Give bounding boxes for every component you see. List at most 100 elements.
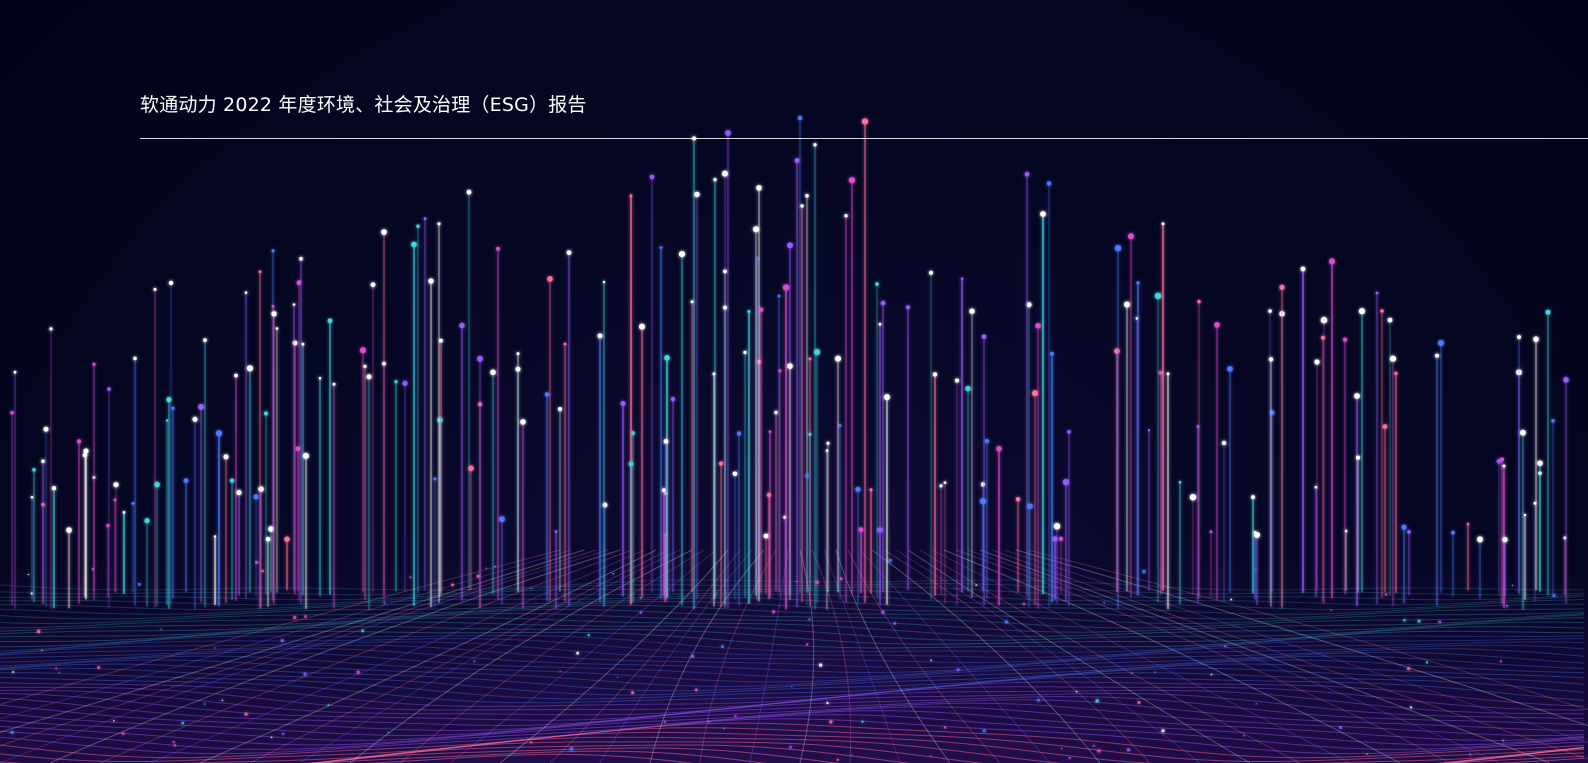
- light-spike-tip: [662, 488, 666, 493]
- light-spike-tip: [437, 417, 443, 423]
- floor-sparkle: [1330, 609, 1333, 612]
- floor-sparkle: [1425, 661, 1429, 664]
- light-spike-tip: [932, 372, 938, 377]
- floor-perspective-line: [967, 549, 1501, 763]
- light-spike-tip: [166, 396, 172, 403]
- floor-sparkle: [10, 730, 14, 735]
- floor-sparkle: [1407, 667, 1411, 671]
- light-spike-tip: [835, 355, 841, 362]
- floor-perspective-line: [0, 549, 597, 747]
- light-spike-tip: [1545, 309, 1551, 315]
- floor-sparkle: [612, 572, 615, 575]
- floor-sparkle: [808, 618, 811, 621]
- light-spike-tip: [490, 369, 496, 376]
- light-spike-tip: [153, 287, 157, 291]
- wave-line: [0, 626, 1585, 645]
- floor-sparkle: [36, 629, 41, 634]
- wave-line: [0, 699, 1585, 732]
- floor-perspective-line: [699, 549, 777, 763]
- light-spike-tip: [1502, 536, 1508, 543]
- floor-sparkle: [172, 740, 175, 744]
- light-spike-tip: [499, 516, 505, 523]
- floor-sparkle: [1384, 593, 1388, 596]
- floor-sparkle: [137, 582, 141, 586]
- floor-sparkle: [1068, 756, 1071, 760]
- floor-sparkle: [778, 605, 781, 607]
- light-spike-tip: [1502, 464, 1506, 468]
- light-spike-tip: [722, 170, 728, 177]
- light-spike-tip: [1517, 335, 1521, 340]
- light-spike-tip: [782, 284, 790, 291]
- report-title: 软通动力 2022 年度环境、社会及治理（ESG）报告: [140, 94, 587, 116]
- floor-sparkle: [58, 671, 61, 674]
- wave-lines: [0, 549, 1588, 763]
- floor-sparkle: [55, 667, 58, 670]
- light-spike-tip: [1221, 440, 1227, 446]
- light-spike-tip: [778, 369, 782, 373]
- light-spike-tip: [258, 486, 264, 492]
- light-spike-tip: [1387, 317, 1393, 323]
- light-spike-tip: [154, 481, 160, 488]
- light-spike-tip: [215, 430, 223, 437]
- floor-sparkle: [791, 686, 793, 688]
- floor-sparkle: [41, 649, 43, 652]
- wave-line: [0, 655, 1585, 683]
- light-spike-tip: [1026, 302, 1032, 308]
- light-spike-tip: [787, 363, 793, 369]
- floor-perspective-line: [749, 549, 789, 763]
- wave-line: [0, 672, 1585, 700]
- floor-sparkle: [1254, 569, 1257, 571]
- floor-perspective-line: [799, 549, 815, 763]
- floor-sparkle: [1154, 671, 1157, 674]
- light-spike-tip: [213, 535, 217, 538]
- light-spike-tip: [861, 118, 869, 125]
- floor-perspective-line: [823, 549, 901, 763]
- light-spike-tip: [30, 496, 34, 499]
- floor-perspective-line: [955, 549, 1451, 763]
- light-spike-tip: [1268, 357, 1274, 362]
- light-spike-tip: [468, 465, 474, 472]
- floor-sparkle: [1469, 753, 1472, 756]
- light-spike-tip: [466, 189, 472, 195]
- wave-line: [0, 681, 1585, 707]
- floor-sparkle: [829, 720, 833, 724]
- light-spike-tip: [1355, 455, 1361, 460]
- floor-sparkle: [944, 726, 947, 729]
- floor-sparkle: [723, 727, 725, 730]
- floor-sparkle: [569, 747, 574, 751]
- light-spike-tip: [712, 372, 716, 376]
- light-spike-tip: [639, 323, 645, 330]
- floor-sparkle: [663, 720, 666, 723]
- light-spike-tip: [299, 256, 303, 261]
- light-spike-tip: [1254, 532, 1260, 538]
- light-spike-tip: [794, 158, 800, 163]
- wave-line: [0, 641, 1585, 663]
- light-spike-tip: [649, 174, 655, 180]
- light-spike-tip: [1114, 244, 1122, 252]
- light-spike-tip: [318, 376, 322, 380]
- floor-sparkle: [1417, 619, 1421, 623]
- light-spike-tip: [996, 446, 1002, 452]
- light-spike-tip: [253, 494, 259, 500]
- header-divider: [140, 138, 1588, 139]
- light-spike-tip: [144, 518, 150, 524]
- floor-sparkle: [1438, 620, 1442, 624]
- light-spike-tip: [844, 214, 848, 218]
- wave-line: [0, 714, 1585, 750]
- floor-sparkle: [1255, 702, 1258, 705]
- light-spike-tip: [381, 229, 387, 236]
- floor-sparkle: [304, 615, 307, 618]
- light-spike-tip: [370, 282, 376, 288]
- light-spike-tip: [1523, 513, 1527, 517]
- light-spike-tip: [1128, 233, 1134, 240]
- floor-perspective-line: [49, 549, 621, 763]
- wave-line: [0, 731, 1585, 763]
- floor-perspective-line: [883, 549, 1151, 763]
- floor-sparkle: [121, 732, 125, 735]
- light-spike-tip: [1533, 336, 1539, 343]
- floor-sparkle: [1243, 735, 1245, 737]
- light-spike-tip: [1178, 480, 1182, 484]
- light-spike-tip: [1024, 171, 1030, 177]
